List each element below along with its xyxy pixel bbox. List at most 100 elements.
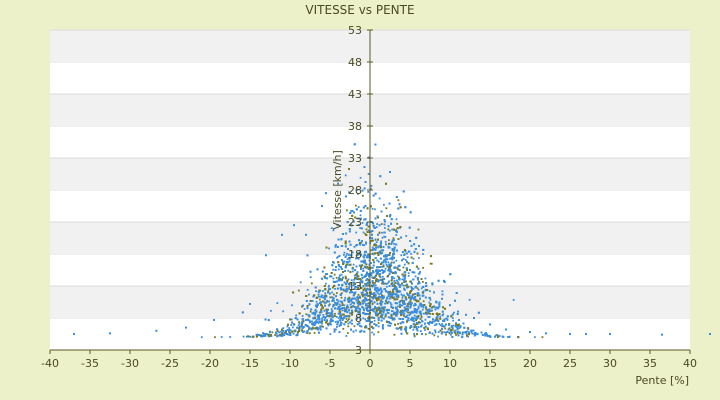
data-point — [320, 322, 323, 325]
data-point — [268, 333, 271, 336]
data-point — [383, 223, 386, 226]
data-point — [384, 236, 387, 238]
data-point — [396, 302, 399, 305]
data-point — [315, 290, 317, 293]
data-point — [307, 328, 310, 331]
data-point — [355, 231, 358, 234]
data-point — [359, 279, 362, 282]
data-point — [429, 298, 432, 301]
data-point — [381, 268, 384, 271]
data-point — [353, 278, 355, 281]
data-point — [387, 228, 390, 231]
data-point — [292, 326, 294, 329]
data-point — [414, 309, 416, 312]
data-point — [336, 256, 338, 259]
data-point — [377, 280, 380, 283]
data-point — [390, 264, 393, 267]
data-point — [299, 281, 302, 284]
data-point — [290, 318, 293, 321]
data-point — [331, 296, 333, 299]
data-point — [345, 335, 348, 337]
data-point — [496, 334, 499, 336]
data-point — [348, 230, 351, 233]
data-point — [385, 263, 388, 266]
data-point — [301, 315, 304, 317]
data-point — [336, 224, 339, 227]
data-point — [495, 334, 498, 337]
data-point — [345, 318, 348, 320]
data-point — [320, 321, 323, 324]
data-point — [363, 244, 366, 247]
data-point — [396, 275, 399, 278]
data-point — [465, 333, 468, 336]
data-point — [390, 279, 393, 282]
data-point — [362, 231, 365, 234]
data-point — [356, 296, 359, 298]
data-point — [342, 307, 345, 309]
data-point — [335, 304, 338, 306]
data-point — [361, 295, 364, 298]
data-point — [276, 302, 279, 305]
data-point — [393, 242, 395, 245]
data-point — [373, 243, 376, 245]
data-point — [282, 310, 285, 313]
data-point — [297, 289, 300, 292]
data-point — [345, 265, 347, 267]
data-point — [351, 267, 354, 270]
data-point — [485, 331, 487, 334]
data-point — [401, 304, 404, 307]
data-point — [331, 264, 334, 267]
data-point — [347, 318, 350, 321]
data-point — [373, 288, 376, 291]
data-point — [291, 304, 293, 307]
data-point — [414, 302, 416, 305]
data-point — [325, 246, 328, 249]
data-point — [367, 191, 370, 193]
data-point — [358, 239, 360, 242]
data-point — [287, 329, 290, 332]
data-point — [390, 242, 393, 245]
data-point — [404, 328, 406, 331]
data-point — [382, 270, 385, 272]
data-point — [360, 273, 363, 276]
data-point — [439, 324, 442, 327]
data-point — [365, 263, 368, 266]
data-point — [389, 257, 391, 260]
data-point — [344, 283, 347, 285]
data-point — [387, 239, 390, 242]
data-point — [346, 252, 348, 255]
data-point — [388, 297, 391, 300]
data-point — [379, 252, 382, 255]
data-point — [309, 310, 312, 313]
data-point — [362, 285, 365, 288]
data-point — [374, 282, 376, 284]
data-point — [404, 273, 407, 276]
data-point — [338, 303, 341, 306]
data-point — [349, 306, 352, 309]
data-point — [400, 310, 403, 313]
data-point — [422, 248, 425, 251]
data-point — [434, 324, 436, 327]
data-point — [353, 325, 356, 328]
data-point — [383, 203, 385, 206]
data-point — [406, 256, 409, 259]
data-point — [388, 321, 390, 323]
data-point — [372, 309, 374, 312]
data-point — [363, 265, 366, 268]
data-point — [276, 335, 279, 338]
data-point — [338, 325, 341, 327]
data-point — [330, 308, 333, 310]
data-point — [402, 284, 405, 287]
data-point — [317, 327, 320, 330]
data-point — [410, 252, 413, 255]
data-point — [441, 290, 444, 293]
data-point — [344, 242, 347, 245]
data-point — [372, 283, 375, 286]
data-point — [438, 322, 441, 325]
data-point — [365, 242, 368, 245]
data-point — [359, 217, 362, 220]
data-point — [384, 302, 387, 305]
data-point — [417, 305, 420, 308]
data-point — [373, 301, 376, 304]
data-point — [381, 275, 384, 278]
